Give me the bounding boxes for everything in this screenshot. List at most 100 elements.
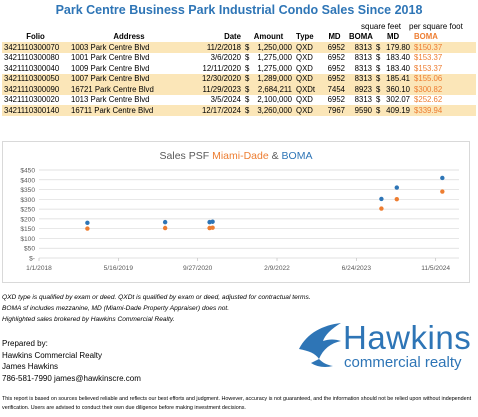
cell-folio: 3421110300090	[2, 84, 69, 95]
chart-title-joiner: &	[269, 150, 282, 162]
cell-boma-sqft: 8313	[354, 63, 373, 73]
table-row: 3421110300040 1009 Park Centre Blvd 12/11/…	[2, 63, 476, 74]
cell-md-psf: 360.10	[382, 84, 413, 95]
notes: QXD type is qualified by exam or deed. Q…	[2, 292, 311, 325]
chart-panel: Sales PSF Miami-Dade & BOMA $- $50 $100 $15…	[2, 141, 470, 283]
cell-type: QXD	[294, 73, 323, 84]
cell-address: 1001 Park Centre Blvd	[71, 53, 150, 63]
cell-date: 12/30/2020	[189, 73, 243, 84]
cell-type: QXD	[296, 95, 313, 105]
cell-boma-psf: $155.06	[412, 73, 477, 84]
contact-block: Prepared by: Hawkins Commercial Realty J…	[2, 338, 141, 384]
chart-title: Sales PSF Miami-Dade & BOMA	[160, 150, 313, 162]
y-tick-label: $150	[20, 226, 35, 233]
cell-date: 3/5/2024	[210, 95, 241, 105]
data-point-boma	[162, 225, 168, 231]
cell-folio: 3421110300020	[4, 95, 60, 105]
chart-title-series-2: BOMA	[282, 150, 313, 162]
x-tick-label: 11/5/2024	[421, 265, 450, 272]
company-name: Hawkins Commercial Realty	[2, 350, 103, 360]
cell-currency: $	[243, 84, 252, 95]
cell-boma-sqft: 9590	[347, 105, 375, 116]
cell-date: 3/6/2020	[210, 53, 241, 63]
y-tick-label: $450	[20, 168, 35, 175]
cell-type: QXD	[296, 53, 313, 63]
y-tick-label: $50	[24, 246, 35, 253]
hawkins-logo: Hawkins commercial realty	[297, 319, 475, 371]
table-header-row: Folio Address Date Amount Type MD BOMA M…	[2, 31, 476, 42]
cell-amount: 1,250,000	[252, 42, 295, 53]
cell-address: 16711 Park Centre Blvd	[69, 105, 189, 116]
data-point-boma	[379, 206, 384, 211]
col-boma-psf: BOMA	[414, 32, 438, 41]
cell-psf-currency: $	[374, 84, 383, 95]
agent-name: James Hawkins	[2, 362, 59, 371]
col-md-sqft: MD	[328, 32, 341, 41]
col-address: Address	[113, 32, 145, 41]
y-tick-label: $300	[20, 197, 35, 204]
cell-date: 12/11/2020	[202, 63, 241, 73]
cell-psf-currency: $	[376, 63, 381, 73]
unit-sqft-label: square feet	[361, 22, 402, 31]
cell-folio: 3421110300040	[4, 63, 60, 73]
y-tick-label: $250	[20, 207, 35, 214]
note-highlight: Highlighted sales brokered by Hawkins Co…	[2, 316, 175, 323]
cell-currency: $	[245, 95, 250, 105]
cell-md-psf: 185.41	[382, 73, 413, 84]
cell-psf-currency: $	[374, 42, 383, 53]
cell-folio: 3421110300070	[2, 42, 69, 53]
cell-md-sqft: 7454	[322, 84, 348, 95]
x-tick-label: 9/27/2020	[183, 265, 213, 272]
col-date: Date	[224, 32, 241, 41]
col-type: Type	[296, 32, 314, 41]
cell-boma-psf: $300.82	[412, 84, 477, 95]
chart-title-series-1: Miami-Dade	[212, 150, 269, 162]
cell-amount: 3,260,000	[252, 105, 295, 116]
cell-boma-psf: $339.94	[412, 105, 477, 116]
cell-address: 1013 Park Centre Blvd	[71, 95, 150, 105]
cell-psf-currency: $	[376, 53, 381, 63]
cell-md-sqft: 6952	[327, 63, 346, 73]
cell-md-psf: 183.40	[386, 63, 411, 73]
cell-md-psf: 302.07	[386, 95, 411, 105]
cell-psf-currency: $	[376, 95, 381, 105]
plot-area: $- $50 $100 $150 $200 $250 $300 $350 $400 $450 1/1…	[20, 168, 459, 272]
note-type: QXD type is qualified by exam or deed. Q…	[2, 294, 311, 301]
chart-title-prefix: Sales PSF	[160, 150, 213, 162]
y-tick-label: $400	[20, 177, 35, 184]
data-point-miami-dade	[162, 219, 168, 225]
cell-address: 1007 Park Centre Blvd	[69, 73, 189, 84]
cell-date: 12/17/2024	[189, 105, 243, 116]
disclaimer: This report is based on sources believed…	[2, 396, 472, 411]
cell-amount: 1,289,000	[252, 73, 295, 84]
cell-boma-psf: $153.37	[414, 63, 443, 73]
data-point-miami-dade	[379, 196, 384, 202]
col-amount: Amount	[253, 32, 284, 41]
cell-folio: 3421110300140	[2, 105, 69, 116]
data-point-miami-dade	[85, 220, 90, 226]
table-row: 3421110300090 16721 Park Centre Blvd 11/29…	[2, 84, 477, 95]
cell-currency: $	[245, 53, 250, 63]
data-point-miami-dade	[210, 219, 215, 224]
col-boma-sqft: BOMA	[349, 32, 373, 41]
y-tick-label: $-	[29, 256, 35, 263]
y-tick-label: $200	[20, 216, 35, 223]
cell-address: 16721 Park Centre Blvd	[69, 84, 189, 95]
data-point-boma	[394, 196, 400, 202]
table-row: 3421110300020 1013 Park Centre Blvd 3/5/20…	[2, 95, 476, 106]
cell-address: 1003 Park Centre Blvd	[69, 42, 189, 53]
cell-boma-psf: $150.37	[412, 42, 477, 53]
cell-boma-sqft: 8313	[347, 73, 375, 84]
cell-boma-psf: $252.62	[414, 95, 443, 105]
cell-amount: 1,275,000	[257, 63, 293, 73]
cell-boma-sqft: 8313	[347, 42, 375, 53]
table-row: 3421110300140 16711 Park Centre Blvd 12/17…	[2, 105, 477, 116]
cell-type: QXD	[296, 63, 313, 73]
cell-currency: $	[243, 105, 252, 116]
cell-folio: 3421110300050	[2, 73, 69, 84]
cell-md-sqft: 7967	[322, 105, 348, 116]
cell-date: 11/29/2023	[189, 84, 243, 95]
sales-psf-chart: Sales PSF Miami-Dade & BOMA $- $50 $100 $15…	[20, 150, 459, 272]
data-point-boma	[85, 226, 90, 231]
cell-boma-psf: $153.37	[414, 53, 443, 63]
